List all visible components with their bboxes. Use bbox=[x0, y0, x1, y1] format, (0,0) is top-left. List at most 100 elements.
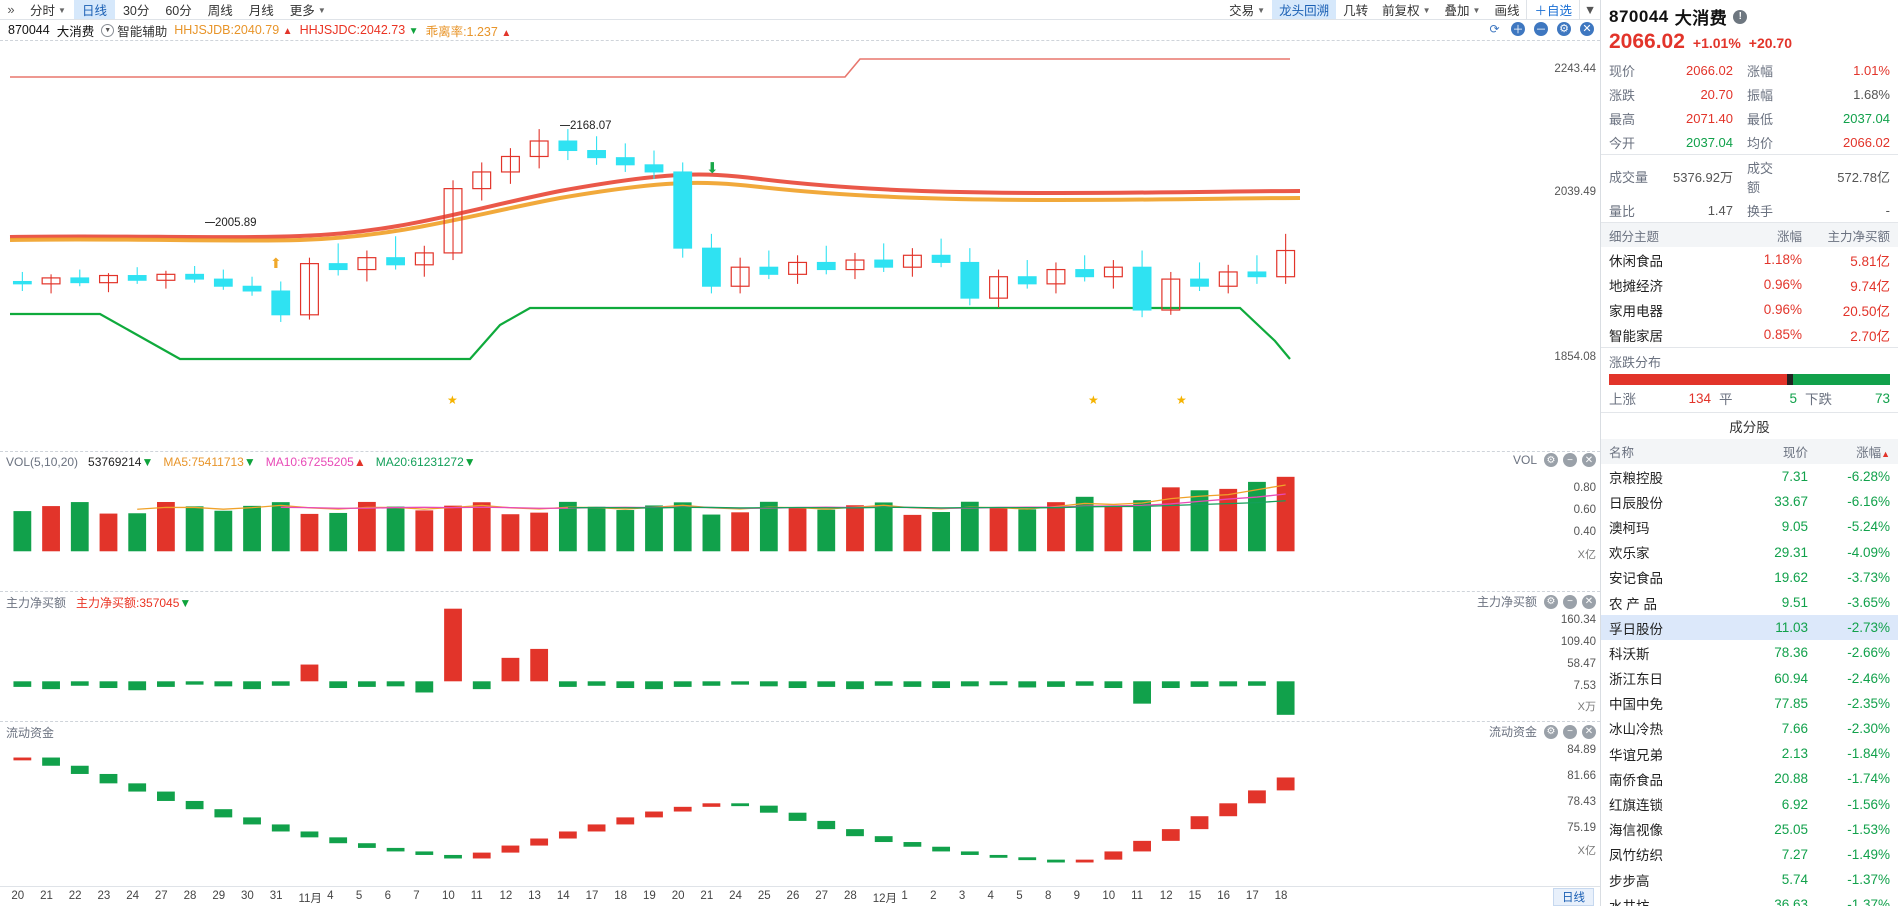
table-row[interactable]: 农 产 品 9.51 -3.65% bbox=[1601, 590, 1898, 615]
subtheme-name: 家用电器 bbox=[1609, 303, 1663, 319]
distribution-bar-up bbox=[1609, 374, 1787, 385]
settings-icon[interactable]: ⚙ bbox=[1544, 724, 1558, 739]
toolbar-item-more[interactable]: 更多 ▼ bbox=[282, 0, 334, 19]
stock-change: -2.73% bbox=[1816, 615, 1898, 641]
subtheme-row[interactable]: 家用电器 0.96% 20.50亿 bbox=[1601, 297, 1898, 322]
close-icon[interactable]: ✕ bbox=[1582, 724, 1596, 739]
close-icon[interactable]: ✕ bbox=[1582, 453, 1596, 467]
minimize-icon[interactable]: − bbox=[1563, 453, 1577, 467]
quote-key: 最高 bbox=[1609, 111, 1636, 127]
date-tick: 31 bbox=[269, 889, 283, 902]
col-header-name[interactable]: 名称 bbox=[1601, 439, 1742, 464]
volume-pane[interactable]: VOL(5,10,20) 53769214▼ MA5:75411713▼ MA1… bbox=[0, 451, 1600, 591]
toolbar-label: 前复权 bbox=[1382, 4, 1420, 18]
volume-key: 量比 bbox=[1609, 203, 1636, 219]
zoom-out-icon[interactable]: － bbox=[1534, 21, 1548, 36]
settings-icon[interactable]: ⚙ bbox=[1544, 453, 1558, 467]
toolbar-item-diejia[interactable]: 叠加 ▼ bbox=[1438, 0, 1488, 19]
toolbar-item-add-watchlist[interactable]: ＋自选 bbox=[1526, 0, 1580, 19]
subtheme-row[interactable]: 地摊经济 0.96% 9.74亿 bbox=[1601, 272, 1898, 297]
stock-change: -1.37% bbox=[1847, 897, 1890, 906]
quote-key: 涨跌 bbox=[1609, 87, 1636, 103]
toolbar-spacer bbox=[334, 0, 1222, 19]
table-row[interactable]: 水井坊 36.63 -1.37% bbox=[1601, 892, 1898, 906]
table-row[interactable]: 凤竹纺织 7.27 -1.49% bbox=[1601, 842, 1898, 867]
toolbar-item-trade[interactable]: 交易 ▼ bbox=[1222, 0, 1272, 19]
date-tick: 15 bbox=[1188, 889, 1202, 902]
toolbar-item-30min[interactable]: 30分 bbox=[115, 0, 157, 19]
info-icon[interactable]: ! bbox=[1733, 9, 1748, 24]
date-tick: 11 bbox=[1131, 889, 1144, 902]
settings-icon[interactable]: ⚙ bbox=[1557, 21, 1571, 36]
toolbar-item-huaxian[interactable]: 画线 bbox=[1487, 0, 1526, 19]
table-row[interactable]: 冰山冷热 7.66 -2.30% bbox=[1601, 716, 1898, 741]
kline-annotation-low: 2005.89 bbox=[205, 217, 257, 229]
toolbar-item-jizhuan[interactable]: 几转 bbox=[1336, 0, 1375, 19]
table-row[interactable]: 中国中免 77.85 -2.35% bbox=[1601, 691, 1898, 716]
stock-change: -3.65% bbox=[1847, 595, 1890, 611]
table-row[interactable]: 安记食品 19.62 -3.73% bbox=[1601, 565, 1898, 590]
table-row[interactable]: 日辰股份 33.67 -6.16% bbox=[1601, 489, 1898, 514]
toolbar-item-rixian[interactable]: 日线 bbox=[73, 0, 115, 19]
smart-assist-toggle[interactable]: ▼ 智能辅助 bbox=[101, 21, 167, 40]
quote-value: 20.70 bbox=[1700, 86, 1733, 102]
distribution-bar-flat bbox=[1786, 374, 1794, 385]
distribution-counts: 上涨 134 平 5 下跌 73 bbox=[1609, 385, 1890, 412]
table-row[interactable]: 南侨食品 20.88 -1.74% bbox=[1601, 766, 1898, 791]
minimize-icon[interactable]: − bbox=[1563, 594, 1577, 609]
toolbar-item-60min[interactable]: 60分 bbox=[157, 0, 199, 19]
col-header-change[interactable]: 涨幅▲ bbox=[1816, 439, 1898, 464]
expand-left-icon[interactable]: » bbox=[7, 2, 15, 17]
table-row[interactable]: 澳柯玛 9.05 -5.24% bbox=[1601, 514, 1898, 539]
stock-price: 11.03 bbox=[1742, 615, 1816, 641]
date-tick: 1 bbox=[901, 889, 908, 902]
table-row[interactable]: 孚日股份 11.03 -2.73% bbox=[1601, 615, 1898, 641]
distribution-bar-down bbox=[1793, 374, 1890, 385]
table-row[interactable]: 红旗连锁 6.92 -1.56% bbox=[1601, 791, 1898, 816]
settings-icon[interactable]: ⚙ bbox=[1544, 594, 1558, 609]
volume-key2: 换手 bbox=[1747, 203, 1774, 219]
toolbar-item-fenshi[interactable]: 分时 ▼ bbox=[22, 0, 74, 19]
chevron-down-icon[interactable]: ▼ bbox=[1583, 2, 1597, 17]
table-row[interactable]: 华谊兄弟 2.13 -1.84% bbox=[1601, 741, 1898, 766]
sort-ascending-icon: ▲ bbox=[1881, 449, 1890, 459]
table-row[interactable]: 欢乐家 29.31 -4.09% bbox=[1601, 540, 1898, 565]
stock-change: -2.46% bbox=[1847, 670, 1890, 686]
subtheme-net: 9.74亿 bbox=[1850, 278, 1890, 294]
volume-key: 成交量 bbox=[1609, 170, 1649, 185]
kline-pane[interactable]: 2243.44 2039.49 1854.08 2168.07 2005.89 bbox=[0, 41, 1600, 451]
toolbar-item-zhouxian[interactable]: 周线 bbox=[200, 0, 241, 19]
close-icon[interactable]: ✕ bbox=[1582, 594, 1596, 609]
indicator-value: HHJSJDB:2040.79 bbox=[174, 23, 280, 37]
minimize-icon[interactable]: − bbox=[1563, 724, 1577, 739]
chevron-down-icon: ▼ bbox=[101, 23, 115, 37]
subtheme-row[interactable]: 休闲食品 1.18% 5.81亿 bbox=[1601, 247, 1898, 272]
refresh-icon[interactable]: ⟳ bbox=[1489, 21, 1500, 36]
close-icon[interactable]: ✕ bbox=[1580, 21, 1594, 36]
stock-price: 7.27 bbox=[1781, 846, 1808, 862]
table-row[interactable]: 浙江东日 60.94 -2.46% bbox=[1601, 666, 1898, 691]
toolbar-label: 日线 bbox=[81, 4, 107, 18]
table-row[interactable]: 步步高 5.74 -1.37% bbox=[1601, 867, 1898, 892]
subtheme-net: 20.50亿 bbox=[1842, 303, 1890, 319]
date-tick: 16 bbox=[1217, 889, 1231, 902]
table-row[interactable]: 海信视像 25.05 -1.53% bbox=[1601, 817, 1898, 842]
table-row[interactable]: 京粮控股 7.31 -6.28% bbox=[1601, 464, 1898, 489]
table-row[interactable]: 科沃斯 78.36 -2.66% bbox=[1601, 640, 1898, 665]
capital-flow-pane[interactable]: 流动资金 流动资金 ⚙ − ✕ 84.89 81.66 78.43 75.19 … bbox=[0, 721, 1600, 886]
period-tag[interactable]: 日线 bbox=[1553, 887, 1594, 906]
subtheme-row[interactable]: 智能家居 0.85% 2.70亿 bbox=[1601, 322, 1898, 347]
indicator-hhjsjdb: HHJSJDB:2040.79 ▲ bbox=[174, 23, 292, 37]
quote-value: 2071.40 bbox=[1686, 110, 1733, 126]
toolbar-item-yuexian[interactable]: 月线 bbox=[241, 0, 282, 19]
quote-value: 2037.04 bbox=[1686, 134, 1733, 150]
chevron-down-icon: ▼ bbox=[1257, 6, 1266, 15]
toolbar-item-longtou[interactable]: 龙头回溯 bbox=[1272, 0, 1337, 19]
toolbar-item-fuquan[interactable]: 前复权 ▼ bbox=[1375, 0, 1437, 19]
zoom-in-icon[interactable]: ＋ bbox=[1511, 21, 1525, 36]
main-capital-pane[interactable]: 主力净买额 主力净买额:357045▼ 主力净买额 ⚙ − ✕ 160.34 1… bbox=[0, 591, 1600, 721]
main-axis-0: 160.34 bbox=[1560, 614, 1596, 626]
volume-value2: 572.78亿 bbox=[1837, 170, 1890, 185]
col-header-price[interactable]: 现价 bbox=[1742, 439, 1816, 464]
indicator-value: 乖离率:1.237 bbox=[425, 24, 498, 39]
